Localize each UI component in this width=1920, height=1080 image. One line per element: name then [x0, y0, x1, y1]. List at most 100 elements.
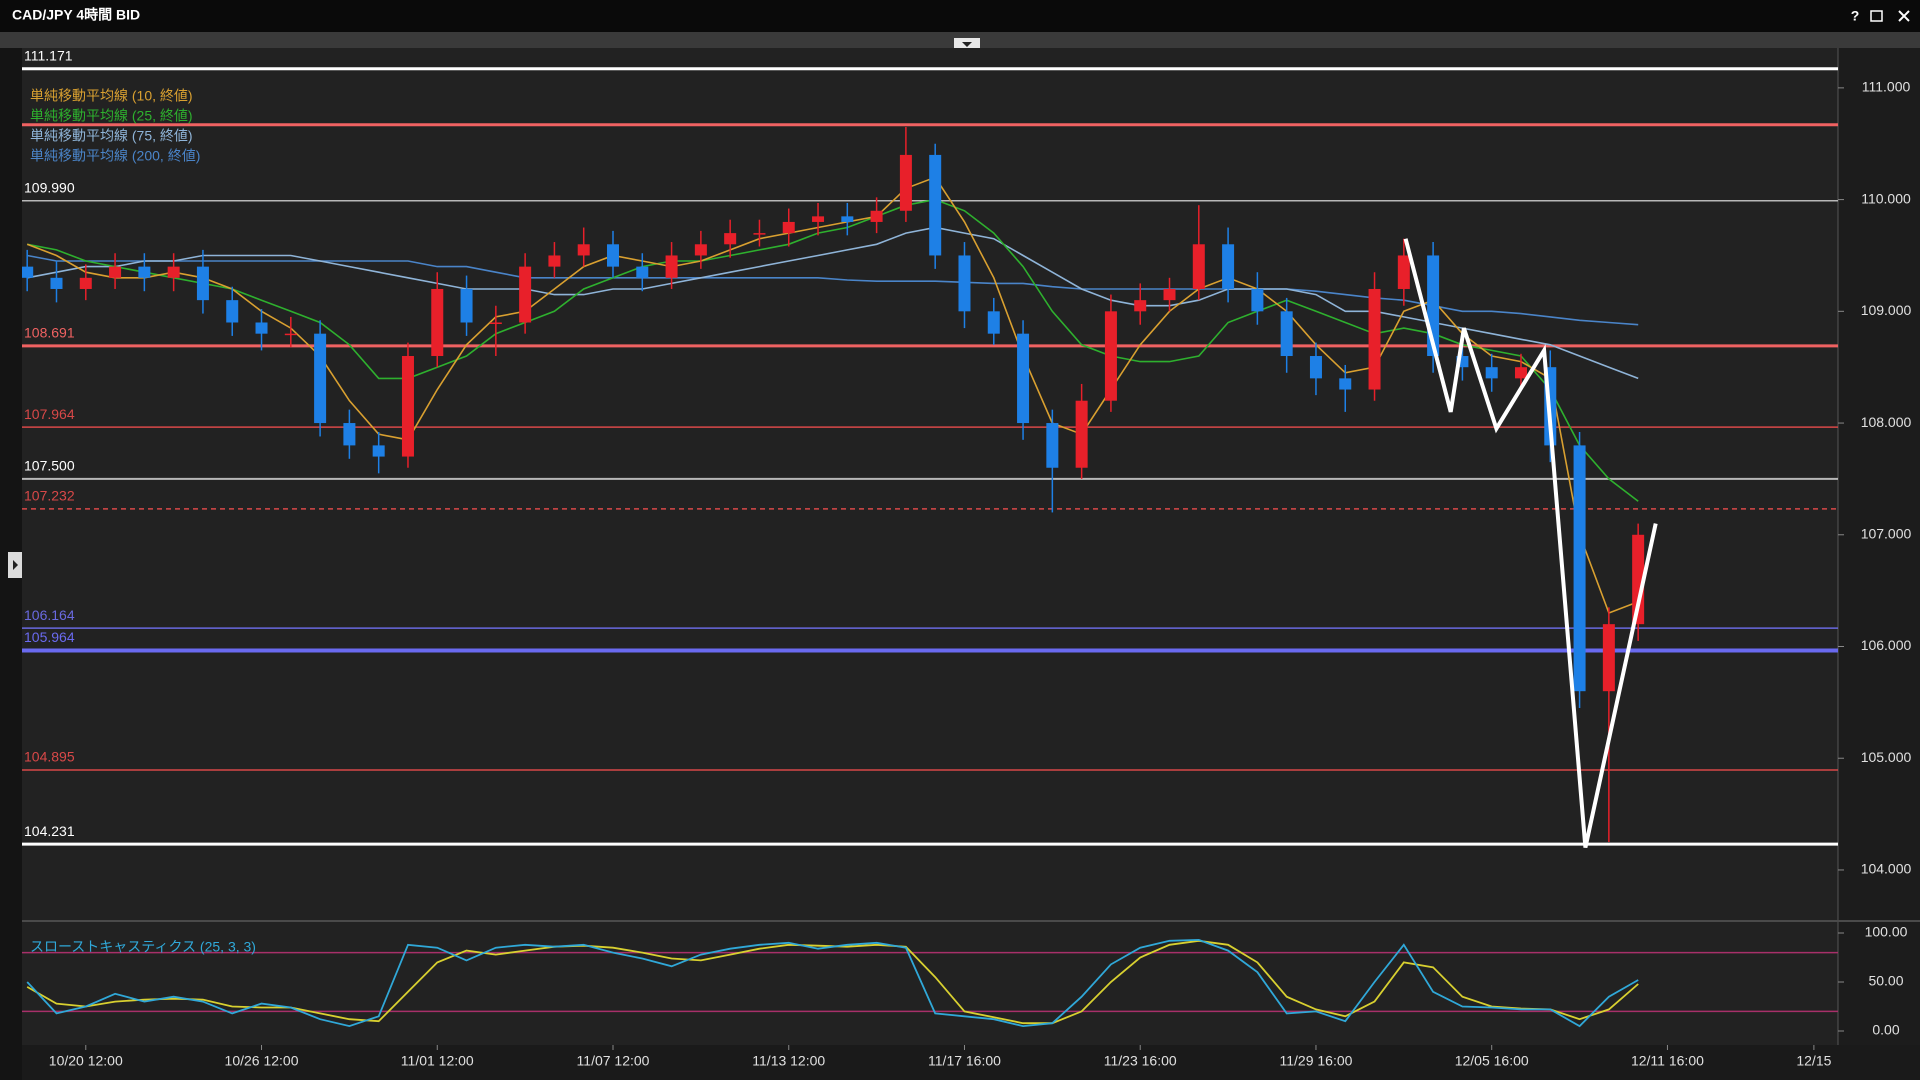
- collapse-arrow: [962, 42, 972, 47]
- x-tick-label: 10/20 12:00: [49, 1053, 123, 1069]
- candle-body: [841, 216, 854, 222]
- candle-body: [401, 356, 414, 457]
- price-level-label: 105.964: [24, 629, 75, 645]
- x-tick-label: 11/07 12:00: [577, 1053, 650, 1069]
- oscillator-line: [26, 938, 1639, 1028]
- candle-body: [812, 216, 825, 222]
- candle-body: [1602, 624, 1615, 692]
- y-tick-label: 104.000: [1861, 861, 1912, 877]
- candle-body: [343, 423, 356, 446]
- price-level-label: 106.164: [24, 607, 75, 623]
- maximize-button[interactable]: [1870, 10, 1883, 22]
- candle-body: [1163, 288, 1176, 301]
- candle-body: [1134, 300, 1147, 312]
- candle-body: [724, 233, 737, 245]
- price-level-label: 107.500: [24, 458, 75, 474]
- y-tick-label: 100.00: [1865, 924, 1908, 940]
- candle-body: [1017, 333, 1030, 424]
- legend-entry: 単純移動平均線 (200, 終値): [30, 148, 200, 164]
- candle-body: [284, 333, 297, 336]
- window-title: CAD/JPY 4時間 BID: [12, 7, 140, 23]
- x-tick-label: 12/15: [1796, 1053, 1831, 1069]
- labels: 104.000 105.000 106.000 107.000 108.000 109.0…: [24, 47, 1912, 1068]
- x-tick-label: 11/29 16:00: [1279, 1053, 1352, 1069]
- candle-body: [548, 255, 561, 267]
- x-tick-label: 11/17 16:00: [928, 1053, 1001, 1069]
- candle-body: [1309, 356, 1322, 379]
- legend-entry: 単純移動平均線 (25, 終値): [30, 108, 193, 124]
- y-tick-label: 106.000: [1861, 637, 1912, 653]
- x-tick-label: 10/26 12:00: [225, 1053, 299, 1069]
- candle-body: [1046, 423, 1059, 468]
- candle-body: [314, 333, 327, 424]
- candle-body: [1251, 288, 1264, 312]
- x-tick-label: 12/11 16:00: [1631, 1053, 1704, 1069]
- candle-body: [1632, 534, 1645, 625]
- candle-body: [489, 322, 502, 324]
- candle-body: [255, 322, 268, 334]
- candle-body: [431, 288, 444, 357]
- candle-body: [1075, 400, 1088, 468]
- candle-body: [1397, 255, 1410, 289]
- help-button[interactable]: ?: [1851, 8, 1860, 24]
- candle-body: [1514, 367, 1527, 379]
- candle-body: [929, 154, 942, 256]
- legend-entry: 単純移動平均線 (75, 終値): [30, 128, 193, 144]
- candle-body: [22, 266, 34, 278]
- candle-body: [1104, 311, 1117, 401]
- candle-body: [1485, 367, 1498, 379]
- candle-body: [79, 277, 92, 289]
- candle-body: [870, 210, 883, 222]
- y-tick-label: 110.000: [1861, 190, 1911, 206]
- oscillator-title: スローストキャスティクス (25, 3, 3): [30, 939, 256, 955]
- y-tick-label: 107.000: [1861, 525, 1912, 541]
- candle-body: [636, 266, 649, 278]
- side-panel-arrow: [13, 560, 18, 570]
- candle-body: [226, 300, 239, 323]
- candle-body: [167, 266, 180, 278]
- price-axis-area: [1839, 48, 1920, 1045]
- price-level-label: 107.964: [24, 406, 75, 422]
- y-tick-label: 50.00: [1868, 973, 1903, 989]
- candle-body: [460, 288, 473, 323]
- legend-entry: 単純移動平均線 (10, 終値): [30, 88, 193, 104]
- candle-body: [694, 244, 707, 256]
- candle-body: [899, 154, 912, 211]
- candle-body: [782, 221, 795, 234]
- price-level-label: 104.231: [24, 823, 75, 839]
- candle-body: [196, 266, 209, 301]
- candle-body: [372, 445, 385, 457]
- candle-body: [109, 266, 122, 278]
- price-level-label: 107.232: [24, 488, 75, 504]
- candle-body: [1280, 311, 1293, 357]
- x-tick-label: 11/01 12:00: [401, 1053, 474, 1069]
- price-level-label: 109.990: [24, 179, 75, 195]
- y-tick-label: 105.000: [1861, 749, 1912, 765]
- price-level-label: 104.895: [24, 749, 75, 765]
- title-bar: [0, 0, 1920, 32]
- y-tick-label: 111.000: [1862, 79, 1911, 95]
- zigzag-annotation: [1403, 238, 1658, 849]
- candle-body: [665, 255, 678, 278]
- close-button[interactable]: [1898, 10, 1910, 22]
- candle-body: [50, 277, 63, 289]
- price-panel: [22, 67, 1838, 849]
- price-level-label: 108.691: [24, 325, 75, 341]
- candle-body: [958, 255, 971, 312]
- candle-body: [138, 266, 151, 278]
- candle-body: [1573, 445, 1586, 692]
- y-tick-label: 0.00: [1872, 1022, 1899, 1038]
- candle-body: [1339, 378, 1352, 390]
- oscillator-panel: [22, 938, 1838, 1028]
- y-tick-label: 109.000: [1861, 302, 1912, 318]
- candle-body: [577, 244, 590, 256]
- x-tick-label: 12/05 16:00: [1455, 1053, 1529, 1069]
- candle-body: [1456, 356, 1469, 368]
- candle-body: [519, 266, 532, 323]
- price-level-label: 111.171: [24, 47, 73, 63]
- x-tick-label: 11/23 16:00: [1104, 1053, 1177, 1069]
- candle-body: [1368, 288, 1381, 390]
- candle-body: [1222, 244, 1235, 289]
